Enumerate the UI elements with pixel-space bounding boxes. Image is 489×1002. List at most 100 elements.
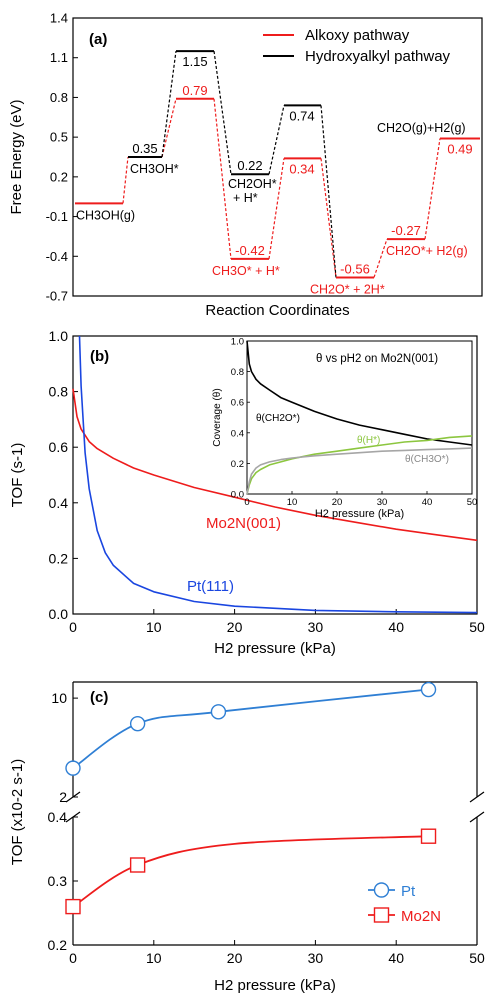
hydroxy-connector <box>320 105 337 278</box>
panel-c-xtick-label: 40 <box>388 950 404 966</box>
inset-series-label: θ(CH3O*) <box>405 454 449 465</box>
state-label: CH2O* + 2H* <box>310 282 385 296</box>
panel-b-ytick-label: 0.4 <box>49 495 69 511</box>
alkoxy-energy-label: -0.42 <box>235 243 265 258</box>
panel-b-ytick-label: 1.0 <box>49 328 69 344</box>
panel-c-ytick-label: 2 <box>59 789 67 805</box>
alkoxy-energy-label: 0.79 <box>182 83 207 98</box>
legend-pt-label: Pt <box>401 883 416 900</box>
panel-c-xtick-label: 30 <box>308 950 324 966</box>
alkoxy-connector <box>320 158 337 278</box>
state-label: CH2O*+ H2(g) <box>386 244 468 258</box>
panel-b-frame <box>72 335 478 615</box>
inset-xtick-label: 20 <box>332 497 343 508</box>
legend-pt-marker <box>373 882 390 898</box>
inset-ytick-label: 0.6 <box>231 398 244 409</box>
panel-b-xtick-label: 50 <box>469 619 485 635</box>
legend-alkoxy-label: Alkoxy pathway <box>305 27 410 44</box>
pt-data-point <box>129 715 146 732</box>
panel-a-ytick-label: 0.2 <box>50 169 68 184</box>
inset-frame <box>246 340 473 495</box>
axis-break-mark <box>469 791 485 803</box>
mo2n-data-point <box>129 857 146 873</box>
panel-b-series-label: Pt(111) <box>187 578 234 595</box>
panel-b-xtick-label: 40 <box>388 619 404 635</box>
panel-b-xtick-label: 20 <box>227 619 243 635</box>
panel-b-ylabel: TOF (s-1) <box>9 443 26 508</box>
inset-ytick-label: 0.0 <box>231 490 244 501</box>
panel-a-tag: (a) <box>89 31 107 48</box>
inset-series-line <box>246 340 473 446</box>
state-label: CH3O* + H* <box>212 264 280 278</box>
panel-b-ytick-label: 0.2 <box>49 550 69 566</box>
alkoxy-energy-label: 0.49 <box>447 141 472 156</box>
legend-mo2n-label: Mo2N <box>401 908 441 925</box>
inset-series-label: θ(H*) <box>357 435 380 446</box>
pt-data-point <box>65 760 81 776</box>
panel-c-xlabel: H2 pressure (kPa) <box>214 977 336 994</box>
hydroxy-connector <box>161 51 177 158</box>
alkoxy-connector <box>122 156 129 204</box>
alkoxy-energy-label: -0.27 <box>391 223 421 238</box>
panel-c-ytick-label: 0.4 <box>48 809 68 825</box>
panel-c-ytick-label: 0.2 <box>48 937 68 953</box>
panel-a-xlabel: Reaction Coordinates <box>205 302 349 319</box>
panel-a-frame <box>72 17 483 297</box>
panel-b-xtick-label: 30 <box>308 619 324 635</box>
alkoxy-connector <box>373 238 388 278</box>
panel-c-xtick-label: 20 <box>227 950 243 966</box>
panel-b-ytick-label: 0.0 <box>49 606 69 622</box>
panel-b-tag: (b) <box>90 348 109 365</box>
panel-c-xtick-label: 50 <box>469 950 485 966</box>
panel-a-ytick-label: -0.4 <box>46 249 68 264</box>
inset-ytick-label: 0.4 <box>231 428 244 439</box>
panel-b-xtick-label: 0 <box>69 619 77 635</box>
hydroxy-energy-label: 0.35 <box>132 141 157 156</box>
hydroxy-energy-label: 1.15 <box>182 54 207 69</box>
inset-series-line <box>246 447 473 495</box>
inset-ytick-label: 1.0 <box>231 337 244 348</box>
panel-b-ytick-label: 0.8 <box>49 384 69 400</box>
hydroxy-connector <box>213 51 232 175</box>
panel-b-series-label: Mo2N(001) <box>206 515 281 532</box>
axis-break-mark <box>469 811 485 823</box>
panel-b-xtick-label: 10 <box>146 619 162 635</box>
mo2n-data-point <box>420 828 437 844</box>
panel-a-ylabel: Free Energy (eV) <box>8 99 25 214</box>
panel-a-ytick-label: -0.7 <box>46 289 68 304</box>
panel-c-xtick-label: 0 <box>69 950 77 966</box>
inset-series-label: θ(CH2O*) <box>256 413 300 424</box>
inset-xtick-label: 50 <box>467 497 478 508</box>
legend-mo2n-marker <box>373 907 390 923</box>
inset-xtick-label: 10 <box>287 497 298 508</box>
panel-c-ytick-label: 0.3 <box>48 873 68 889</box>
panel-a-ytick-label: 1.1 <box>50 50 68 65</box>
state-label: CH2OH* <box>228 177 277 191</box>
state-label: CH3OH(g) <box>76 208 135 222</box>
pt-series-line <box>72 688 429 769</box>
inset-xtick-label: 0 <box>244 497 249 508</box>
pt-data-point <box>210 704 227 720</box>
panel-b-series-line <box>72 388 478 542</box>
inset-xlabel: H2 pressure (kPa) <box>315 508 404 520</box>
state-label: CH3OH* <box>130 162 179 176</box>
hydroxy-connector <box>268 105 285 175</box>
panel-c-ytick-label: 10 <box>51 690 67 706</box>
hydroxy-energy-label: 0.22 <box>237 158 262 173</box>
panel-a-ytick-label: -0.1 <box>46 209 68 224</box>
panel-c-ylabel: TOF (x10-2 s-1) <box>9 759 26 865</box>
alkoxy-connector <box>424 138 441 240</box>
alkoxy-energy-label: -0.56 <box>340 261 370 276</box>
panel-b-ytick-label: 0.6 <box>49 439 69 455</box>
panel-c-tag: (c) <box>90 689 108 706</box>
inset-title: θ vs pH2 on Mo2N(001) <box>316 353 438 365</box>
alkoxy-energy-label: 0.34 <box>289 161 314 176</box>
panel-a-ytick-label: 1.4 <box>50 11 68 26</box>
panel-a-ytick-label: 0.5 <box>50 130 68 145</box>
inset-xtick-label: 40 <box>422 497 433 508</box>
panel-a-ytick-label: 0.8 <box>50 90 68 105</box>
state-label: CH2O(g)+H2(g) <box>377 121 466 135</box>
hydroxy-energy-label: 0.74 <box>289 108 314 123</box>
inset-xtick-label: 30 <box>377 497 388 508</box>
